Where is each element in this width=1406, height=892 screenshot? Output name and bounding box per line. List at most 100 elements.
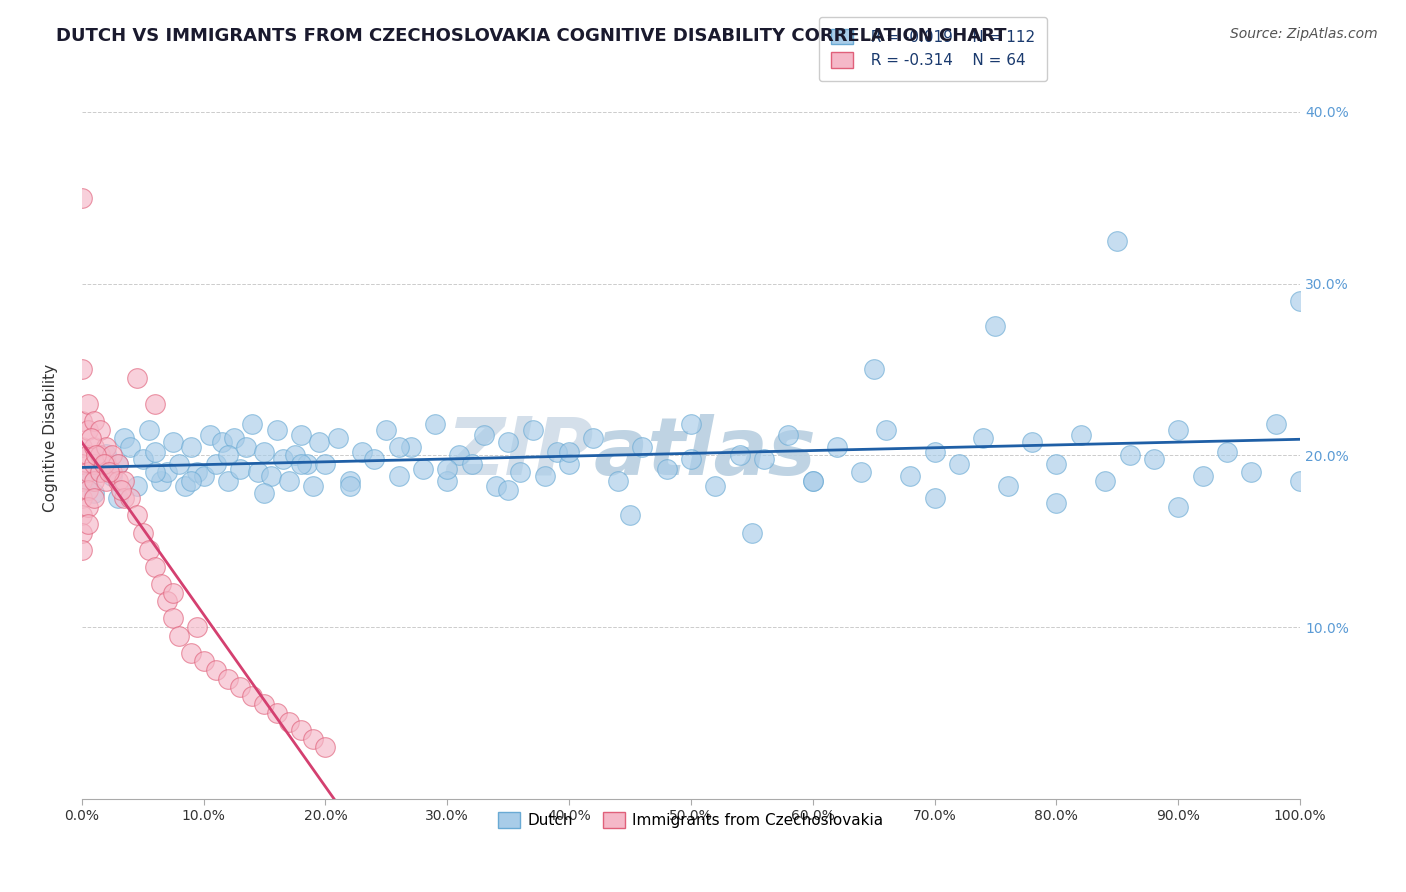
Point: [125, 371, 148, 385]
Point: [485, 479, 508, 493]
Text: atlas: atlas: [593, 414, 817, 491]
Point: [149, 577, 172, 591]
Point: [70, 542, 93, 557]
Point: [76, 448, 98, 462]
Point: [851, 466, 873, 480]
Point: [156, 466, 179, 480]
Point: [1240, 466, 1263, 480]
Point: [180, 474, 202, 488]
Point: [204, 663, 226, 677]
Point: [83, 491, 105, 506]
Point: [143, 466, 166, 480]
Point: [94, 440, 117, 454]
Point: [89, 466, 111, 480]
Point: [496, 434, 519, 449]
Point: [70, 474, 93, 488]
Point: [76, 500, 98, 514]
Point: [156, 594, 179, 608]
Point: [143, 397, 166, 411]
Point: [107, 491, 129, 506]
Point: [217, 448, 239, 462]
Point: [240, 689, 263, 703]
Point: [825, 440, 848, 454]
Point: [70, 491, 93, 506]
Point: [582, 431, 605, 445]
Point: [1107, 234, 1129, 248]
Point: [247, 466, 270, 480]
Point: [1289, 293, 1312, 308]
Point: [120, 440, 142, 454]
Point: [522, 423, 544, 437]
Point: [266, 423, 288, 437]
Point: [655, 462, 678, 476]
Point: [97, 466, 120, 480]
Point: [472, 427, 495, 442]
Point: [253, 698, 276, 712]
Point: [125, 479, 148, 493]
Point: [619, 508, 641, 523]
Point: [728, 448, 751, 462]
Point: [679, 417, 702, 432]
Point: [449, 448, 471, 462]
Point: [131, 525, 153, 540]
Point: [83, 414, 105, 428]
Point: [83, 474, 105, 488]
Point: [423, 417, 446, 432]
Point: [120, 491, 142, 506]
Point: [558, 445, 581, 459]
Point: [778, 427, 800, 442]
Point: [1167, 423, 1189, 437]
Point: [387, 440, 409, 454]
Point: [631, 440, 654, 454]
Point: [180, 646, 202, 660]
Point: [217, 672, 239, 686]
Point: [76, 483, 98, 497]
Point: [259, 469, 281, 483]
Point: [314, 740, 336, 755]
Point: [186, 466, 208, 480]
Point: [76, 397, 98, 411]
Point: [533, 469, 555, 483]
Point: [76, 516, 98, 531]
Point: [546, 445, 568, 459]
Point: [1167, 500, 1189, 514]
Point: [94, 457, 117, 471]
Point: [1264, 417, 1286, 432]
Point: [235, 440, 257, 454]
Point: [107, 457, 129, 471]
Point: [375, 423, 398, 437]
Point: [1191, 469, 1213, 483]
Point: [1045, 457, 1067, 471]
Point: [253, 445, 276, 459]
Point: [131, 451, 153, 466]
Point: [704, 479, 727, 493]
Point: [898, 469, 921, 483]
Point: [284, 448, 307, 462]
Text: ZIP: ZIP: [446, 414, 593, 491]
Point: [266, 706, 288, 720]
Point: [204, 457, 226, 471]
Point: [350, 445, 373, 459]
Point: [93, 457, 115, 471]
Point: [1045, 496, 1067, 510]
Point: [924, 491, 946, 506]
Point: [80, 431, 103, 445]
Point: [1143, 451, 1166, 466]
Point: [107, 457, 129, 471]
Point: [76, 466, 98, 480]
Point: [277, 474, 299, 488]
Point: [1289, 474, 1312, 488]
Point: [193, 655, 215, 669]
Point: [101, 466, 124, 480]
Point: [290, 427, 312, 442]
Point: [70, 414, 93, 428]
Point: [70, 508, 93, 523]
Point: [101, 448, 124, 462]
Point: [1021, 434, 1043, 449]
Point: [924, 445, 946, 459]
Point: [138, 423, 160, 437]
Point: [89, 462, 111, 476]
Point: [1216, 445, 1239, 459]
Point: [271, 451, 294, 466]
Point: [143, 560, 166, 574]
